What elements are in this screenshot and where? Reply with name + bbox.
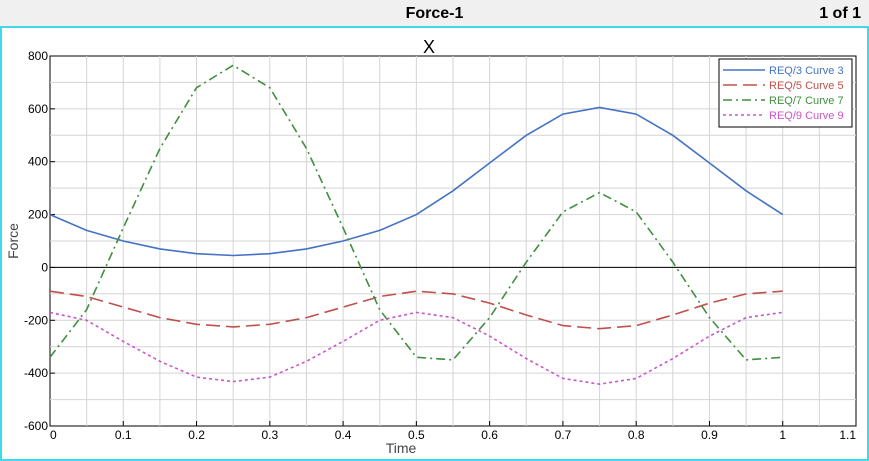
legend[interactable]: REQ/3 Curve 3 REQ/5 Curve 5 REQ/7 Curve 7 R…	[718, 58, 853, 128]
series-lines	[49, 64, 784, 386]
chart-title: X	[423, 37, 435, 57]
y-tick-label: 800	[28, 49, 48, 63]
legend-label-4: REQ/9 Curve 9	[769, 110, 844, 122]
y-tick-label: 0	[41, 260, 48, 274]
x-tick-label: 1.1	[839, 428, 856, 442]
y-tick-label: 600	[28, 102, 48, 116]
y-tick-label: -400	[24, 366, 48, 380]
series-line-3	[49, 64, 783, 361]
chart[interactable]: 0 0.1 0.2 0.3 0.4 0.5 0.6 0.7 0.8 0.9 1 1.1 -600 -400…	[2, 28, 867, 459]
x-tick-label: 0.3	[261, 428, 278, 442]
plot-window[interactable]: 0 0.1 0.2 0.3 0.4 0.5 0.6 0.7 0.8 0.9 1 1.1 -600 -400…	[0, 26, 869, 461]
page-indicator: 1 of 1	[819, 5, 861, 22]
y-tick-label: -600	[24, 419, 48, 433]
y-tick-label: -200	[24, 313, 48, 327]
y-tick-label: 200	[28, 208, 48, 222]
x-tick-label: 0.4	[335, 428, 352, 442]
x-tick-label: 0.7	[555, 428, 572, 442]
x-tick-label: 0.1	[115, 428, 132, 442]
y-axis-label: Force	[5, 223, 21, 259]
y-tick-label: 400	[28, 155, 48, 169]
series-line-4	[49, 311, 783, 386]
x-tick-label: 0.6	[481, 428, 498, 442]
x-axis-label: Time	[386, 440, 417, 456]
x-tick-label: 0	[50, 428, 57, 442]
x-tick-label: 0.5	[408, 428, 425, 442]
window-title: Force-1	[405, 5, 464, 22]
axis-ticks: 0 0.1 0.2 0.3 0.4 0.5 0.6 0.7 0.8 0.9 1 1.1 -600 -400…	[24, 49, 857, 442]
series-line-1	[49, 106, 784, 257]
legend-label-1: REQ/3 Curve 3	[769, 65, 844, 77]
series-line-2	[49, 290, 783, 330]
x-tick-label: 0.8	[628, 428, 645, 442]
x-tick-label: 0.2	[188, 428, 205, 442]
x-tick-label: 0.9	[701, 428, 718, 442]
legend-label-2: REQ/5 Curve 5	[769, 80, 844, 92]
legend-label-3: REQ/7 Curve 7	[769, 95, 844, 107]
window-header: Force-1 1 of 1	[0, 0, 869, 26]
x-tick-label: 1	[779, 428, 786, 442]
